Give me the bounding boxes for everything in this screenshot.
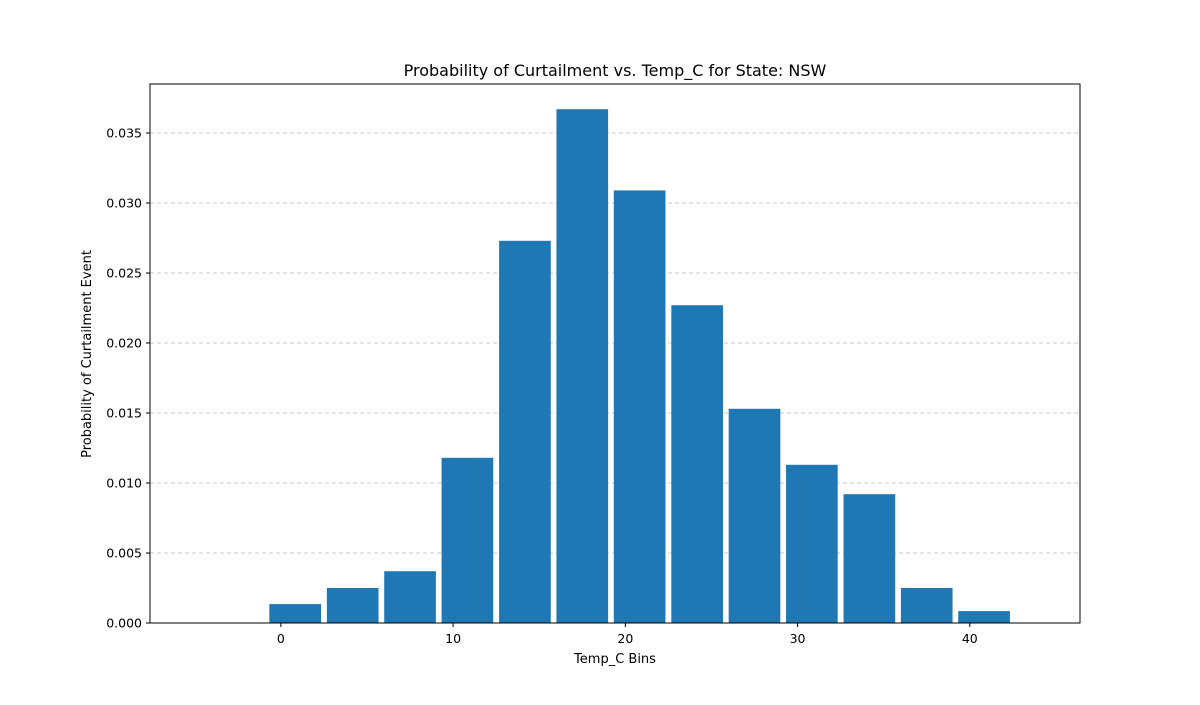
y-tick-label: 0.025 [106,266,142,281]
bar [728,408,781,623]
y-tick-label: 0.010 [106,476,142,491]
plot-frame [149,83,1081,624]
x-tick-label: 30 [790,631,806,646]
bar [613,190,666,623]
x-tick-label: 20 [617,631,633,646]
y-axis-ticks: 0.000 0.005 0.010 0.015 0.020 0.025 0.030 0.035 [106,126,150,631]
bar [900,588,953,623]
bar [786,464,838,623]
x-tick-label: 0 [277,631,285,646]
bar [326,588,379,623]
x-tick-label: 10 [445,631,461,646]
x-tick-label: 40 [962,631,978,646]
y-tick-label: 0.030 [106,196,142,211]
bar [269,604,322,623]
y-tick-label: 0.020 [106,336,142,351]
bar [384,571,436,623]
bar [556,109,609,623]
bar [671,305,723,623]
bars [269,109,1010,624]
bar [958,611,1010,623]
bar [843,494,896,623]
chart-title: Probability of Curtailment vs. Temp_C fo… [404,61,827,81]
x-axis-label: Temp_C Bins [573,652,656,667]
y-tick-label: 0.000 [106,616,142,631]
y-tick-label: 0.035 [106,126,142,141]
bar [441,457,494,623]
y-tick-label: 0.015 [106,406,142,421]
y-axis-label: Probability of Curtailment Event [80,250,95,458]
y-tick-label: 0.005 [106,546,142,561]
x-axis-ticks: 0 10 20 30 40 [277,623,978,646]
bar [499,240,551,624]
